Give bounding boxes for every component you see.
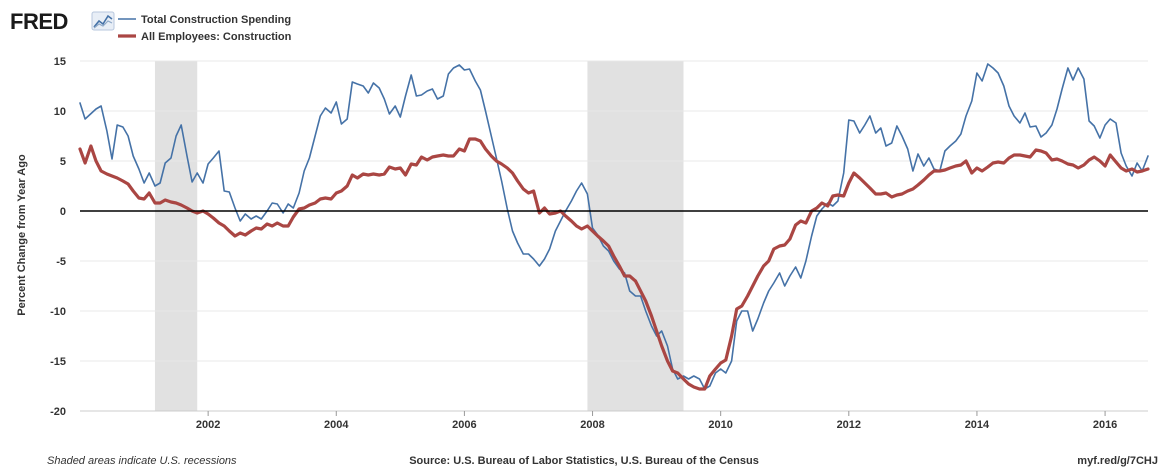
legend-item-employees: All Employees: Construction (118, 31, 292, 43)
source-text: Source: U.S. Bureau of Labor Statistics,… (409, 455, 759, 467)
fred-logo[interactable]: FRED (10, 9, 115, 34)
legend-item-spending: Total Construction Spending (118, 14, 291, 26)
fred-chart-icon (91, 11, 115, 31)
y-tick-label: 5 (60, 156, 66, 168)
recession-note: Shaded areas indicate U.S. recessions (47, 455, 237, 467)
y-tick-label: -15 (50, 356, 66, 368)
x-tick-label: 2016 (1093, 419, 1117, 431)
legend-label-employees: All Employees: Construction (141, 31, 292, 43)
x-tick-label: 2012 (837, 419, 861, 431)
y-tick-label: 15 (54, 56, 66, 68)
recession-bands (154, 61, 684, 411)
series-line-spending[interactable] (79, 63, 1149, 390)
x-tick-label: 2002 (196, 419, 220, 431)
legend: Total Construction Spending All Employee… (118, 14, 292, 43)
x-tick-label: 2014 (965, 419, 990, 431)
x-tick-label: 2006 (452, 419, 476, 431)
series-line-employees[interactable] (78, 137, 1150, 391)
legend-label-spending: Total Construction Spending (141, 14, 291, 26)
series-lines (78, 63, 1150, 391)
fred-logo-text: FRED (10, 9, 68, 34)
y-axis-ticks: 15 10 5 0 -5 -10 -15 -20 (50, 56, 66, 418)
y-tick-label: -10 (50, 306, 66, 318)
recession-band-0 (154, 61, 198, 411)
short-link[interactable]: myf.red/g/7CHJ (1077, 455, 1158, 467)
y-tick-label: 0 (60, 206, 66, 218)
y-tick-label: -20 (50, 406, 66, 418)
x-axis-ticks: 2002 2004 2006 2008 2010 2012 2014 2016 (80, 410, 1148, 431)
y-tick-label: -5 (56, 256, 66, 268)
x-tick-label: 2010 (708, 419, 732, 431)
y-tick-label: 10 (54, 106, 66, 118)
recession-band-1 (587, 61, 684, 411)
x-tick-label: 2004 (324, 419, 349, 431)
x-tick-label: 2008 (580, 419, 604, 431)
y-axis-title: Percent Change from Year Ago (16, 154, 28, 316)
